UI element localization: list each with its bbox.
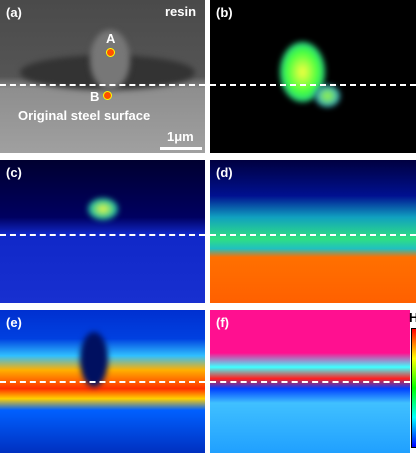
resin-label: resin bbox=[165, 4, 196, 19]
map-signal bbox=[88, 198, 118, 220]
panel-a: (a) resin A B Original steel surface 1μm bbox=[0, 0, 205, 153]
surface-line bbox=[0, 234, 205, 236]
panel-label: (c) bbox=[6, 165, 22, 180]
panel-label: (b) bbox=[216, 5, 233, 20]
panel-d: (d) bbox=[210, 160, 416, 303]
figure: (a) resin A B Original steel surface 1μm… bbox=[0, 0, 416, 453]
point-b-dot bbox=[103, 91, 112, 100]
surface-line bbox=[210, 84, 416, 86]
panel-label: (f) bbox=[216, 315, 229, 330]
panel-b: (b) bbox=[210, 0, 416, 153]
colorbar-label: H bbox=[409, 310, 416, 325]
panel-c: (c) bbox=[0, 160, 205, 303]
panel-label: (a) bbox=[6, 5, 22, 20]
surface-label: Original steel surface bbox=[18, 108, 150, 123]
point-a-label: A bbox=[106, 31, 115, 46]
panel-e: (e) bbox=[0, 310, 205, 453]
scale-bar-label: 1μm bbox=[167, 129, 194, 144]
panel-f: (f) bbox=[210, 310, 410, 453]
surface-line bbox=[0, 381, 205, 383]
panel-label: (d) bbox=[216, 165, 233, 180]
map-signal bbox=[315, 85, 340, 107]
colorbar bbox=[411, 328, 416, 448]
point-b-label: B bbox=[90, 89, 99, 104]
point-a-dot bbox=[106, 48, 115, 57]
scale-bar bbox=[160, 147, 202, 150]
surface-line bbox=[210, 234, 416, 236]
surface-line bbox=[0, 84, 205, 86]
panel-label: (e) bbox=[6, 315, 22, 330]
map-signal bbox=[80, 332, 108, 387]
surface-line bbox=[210, 381, 410, 383]
